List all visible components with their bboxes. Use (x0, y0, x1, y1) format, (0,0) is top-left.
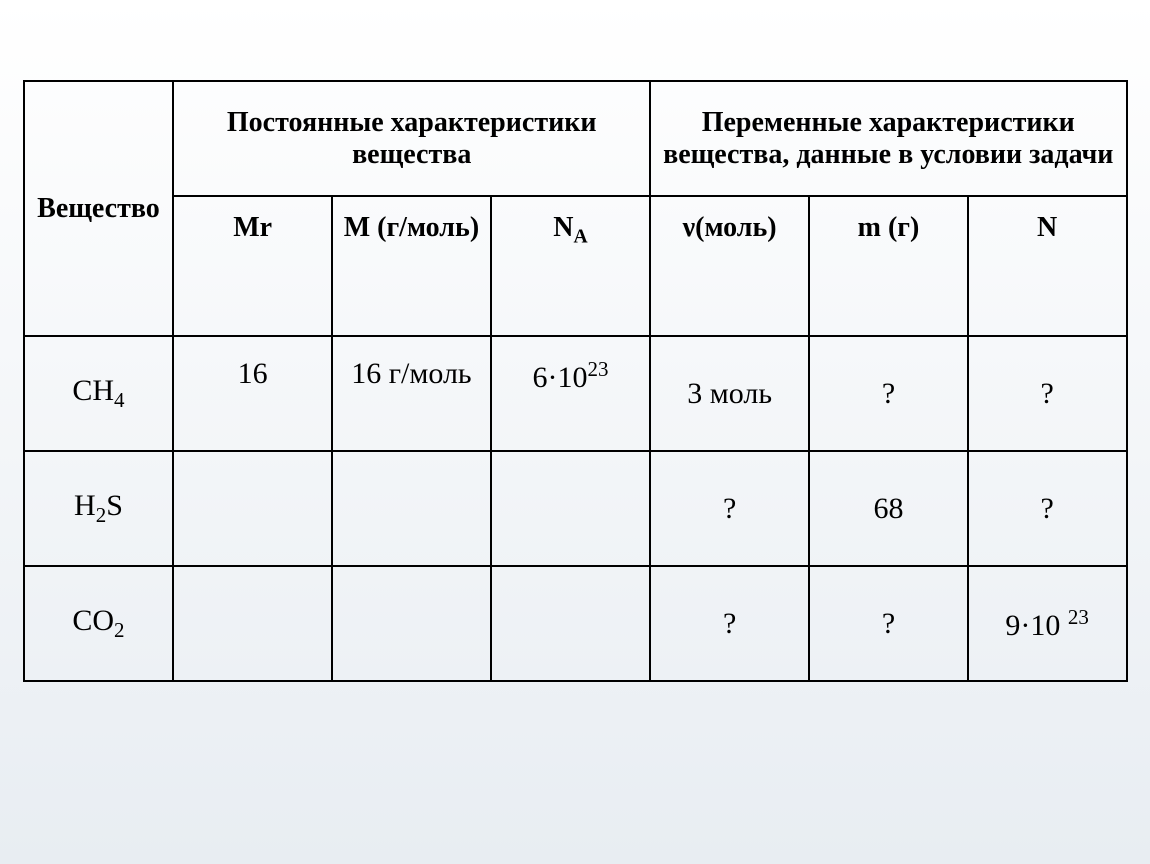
cell-mass: ? (809, 566, 967, 681)
header-variable-group: Переменные характеристики вещества, данн… (650, 81, 1127, 196)
header-nu: ν(моль) (650, 196, 809, 336)
chemistry-table: Вещество Постоянные характеристики вещес… (23, 80, 1128, 682)
header-mass: m (г) (809, 196, 967, 336)
cell-nu: ? (650, 566, 809, 681)
cell-na (491, 566, 650, 681)
header-na: NA (491, 196, 650, 336)
cell-n: ? (968, 336, 1127, 451)
header-n: N (968, 196, 1127, 336)
cell-substance: CH4 (24, 336, 174, 451)
header-substance: Вещество (24, 81, 174, 336)
cell-nu: 3 моль (650, 336, 809, 451)
cell-n: ? (968, 451, 1127, 566)
cell-m-molar (332, 451, 491, 566)
cell-mass: 68 (809, 451, 967, 566)
header-group-row: Вещество Постоянные характеристики вещес… (24, 81, 1127, 196)
cell-na (491, 451, 650, 566)
cell-mr (173, 451, 332, 566)
cell-nu: ? (650, 451, 809, 566)
cell-substance: CO2 (24, 566, 174, 681)
cell-na: 6·1023 (491, 336, 650, 451)
cell-mr: 16 (173, 336, 332, 451)
cell-m-molar (332, 566, 491, 681)
table-row: CO2 ? ? 9·10 23 (24, 566, 1127, 681)
subheader-row: Mr M (г/моль) NA ν(моль) m (г) N (24, 196, 1127, 336)
cell-mass: ? (809, 336, 967, 451)
cell-substance: H2S (24, 451, 174, 566)
header-mr: Mr (173, 196, 332, 336)
header-constant-group: Постоянные характеристики вещества (173, 81, 650, 196)
table-row: CH4 16 16 г/моль 6·1023 3 моль ? ? (24, 336, 1127, 451)
cell-mr (173, 566, 332, 681)
cell-n: 9·10 23 (968, 566, 1127, 681)
table-row: H2S ? 68 ? (24, 451, 1127, 566)
cell-m-molar: 16 г/моль (332, 336, 491, 451)
header-m-molar: M (г/моль) (332, 196, 491, 336)
